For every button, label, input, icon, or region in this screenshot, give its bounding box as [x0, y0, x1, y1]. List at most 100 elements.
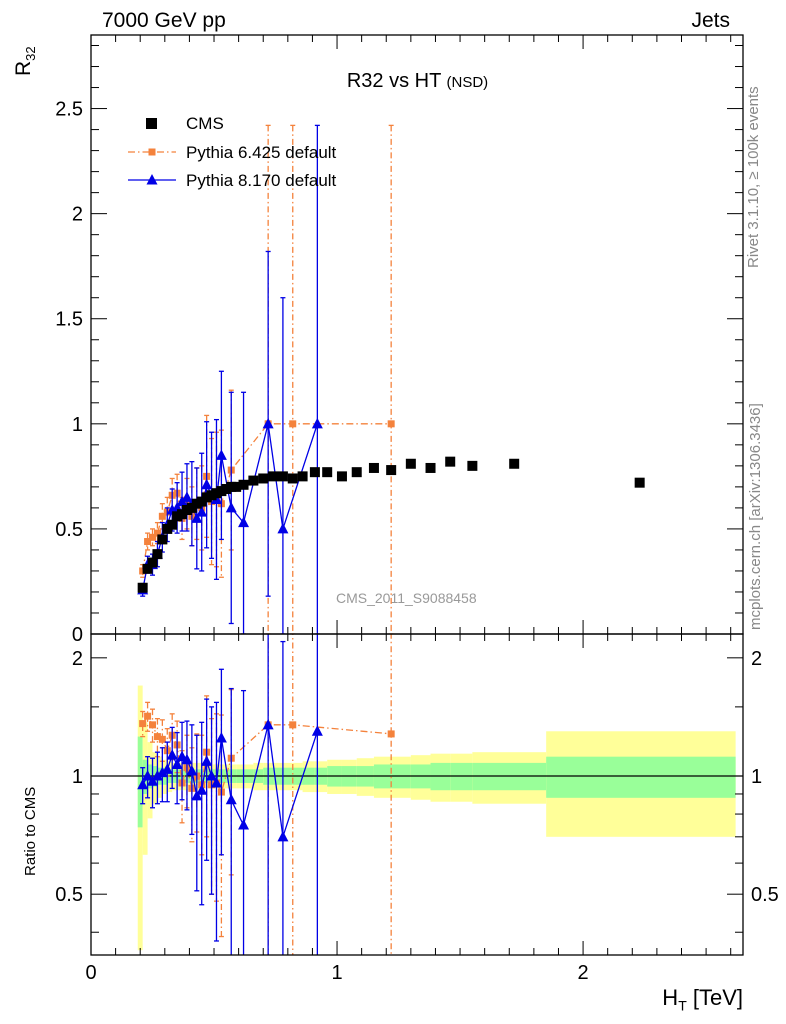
legend	[128, 118, 176, 185]
ratio-pythia8-point	[262, 718, 274, 730]
legend-pythia6-label: Pythia 6.425 default	[186, 143, 337, 162]
pythia6-line	[142, 423, 392, 572]
plot-title-suffix: (NSD)	[446, 74, 489, 91]
cms-point	[277, 471, 288, 482]
ratio-pythia8-point	[191, 789, 203, 801]
pythia6-point	[387, 420, 395, 428]
cms-point	[258, 473, 269, 484]
ratio-pythia8-point	[210, 776, 222, 788]
ratio-y-tick-label: 1	[72, 766, 83, 788]
y-tick-label: 2	[72, 204, 83, 226]
legend-cms-label: CMS	[186, 114, 224, 133]
ratio-pythia8-point	[277, 830, 289, 842]
legend-pythia6-marker	[148, 148, 156, 156]
cms-point	[231, 481, 242, 492]
cms-point	[351, 467, 362, 478]
cms-point	[467, 460, 478, 471]
plot-title-main: R32 vs HT	[346, 70, 441, 92]
pythia8-point	[191, 512, 203, 523]
x-axis-label-main: H	[662, 985, 679, 1010]
cms-point	[445, 456, 456, 467]
ratio-pythia6-point	[387, 730, 395, 738]
ratio-y-tick-label: 0.5	[55, 884, 83, 906]
band-stat	[546, 756, 736, 798]
plot-title: R32 vs HT (NSD)	[0, 70, 786, 93]
ratio-bands	[137, 685, 736, 951]
pythia8-point	[201, 478, 213, 490]
ratio-y-tick-label: 2	[72, 648, 83, 670]
header-left: 7000 GeV pp	[102, 9, 226, 32]
ratio-pythia6-point	[153, 733, 161, 741]
band-stat	[137, 736, 143, 828]
ratio-pythia6-point	[149, 721, 157, 729]
ratio-pythia8-point	[161, 763, 173, 774]
ratio-pythia6-point	[144, 712, 152, 720]
ratio-pythia8-point	[225, 793, 237, 805]
legend-cms-marker	[146, 118, 157, 129]
ratio-y-tick-label-right: 2	[751, 648, 762, 670]
pythia8-point	[196, 506, 208, 517]
ratio-pythia6-point	[289, 721, 297, 729]
pythia8-point	[225, 501, 237, 513]
cms-point	[425, 462, 436, 473]
cms-point	[152, 549, 163, 560]
cms-point	[386, 465, 397, 476]
pythia8-point	[311, 417, 323, 429]
cms-point	[336, 471, 347, 482]
ratio-pythia8-point	[137, 778, 149, 790]
cms-point	[297, 471, 308, 482]
cms-point	[405, 458, 416, 469]
y-tick-label: 2.5	[55, 99, 83, 121]
y-tick-label: 0	[72, 624, 83, 646]
ratio-pythia8-point	[156, 766, 168, 778]
ratio-pythia8-point	[142, 770, 154, 781]
cms-point	[368, 462, 379, 473]
y-tick-label: 1.5	[55, 309, 83, 331]
pythia8-point	[181, 491, 193, 502]
ratio-pythia8-point	[206, 770, 218, 781]
pythia6-point	[153, 529, 161, 537]
cms-point	[287, 473, 298, 484]
x-axis-label: HT [TeV]	[662, 985, 743, 1013]
ratio-y-tick-label-right: 1	[751, 766, 762, 788]
x-axis-label-sub: T	[678, 997, 687, 1014]
header-right: Jets	[691, 9, 730, 32]
pythia6-point	[158, 512, 166, 520]
pythia6-point	[289, 420, 297, 428]
ratio-frame	[90, 633, 744, 956]
ratio-pythia8-point	[201, 755, 213, 766]
ratio-y-tick-label-right: 0.5	[751, 884, 779, 906]
watermark: CMS_2011_S9088458	[336, 590, 477, 606]
legend-pythia8-label: Pythia 8.170 default	[186, 171, 337, 190]
ratio-pythia8-point	[166, 749, 178, 760]
x-axis-label-unit: [TeV]	[686, 985, 743, 1010]
ratio-pythia8-point	[151, 770, 163, 781]
cms-point	[509, 458, 520, 469]
ratio-pythia8-point	[181, 753, 193, 765]
ratio-pythia6-point	[158, 735, 166, 743]
cms-point	[157, 534, 168, 545]
ratio-pythia6-point	[139, 720, 147, 728]
ratio-pythia8-point	[196, 784, 208, 795]
y-tick-label: 0.5	[55, 519, 83, 541]
main-series	[137, 124, 645, 634]
pythia6-point	[149, 533, 157, 541]
pythia6-point	[144, 538, 152, 546]
cms-point	[142, 563, 153, 574]
cms-point	[309, 467, 320, 478]
pythia8-point	[215, 449, 227, 460]
cms-point	[268, 471, 279, 482]
ratio-pythia8-point	[171, 758, 183, 769]
x-tick-label: 1	[331, 962, 342, 984]
x-tick-label: 0	[85, 962, 96, 984]
ratio-series	[137, 634, 395, 955]
cms-point	[147, 557, 158, 568]
ratio-pythia8-point	[215, 731, 227, 743]
cms-point	[137, 582, 148, 593]
legend-pythia8-marker	[146, 174, 158, 185]
ratio-pythia8-point	[238, 819, 250, 830]
pythia8-point	[262, 417, 274, 429]
cms-point	[322, 467, 333, 478]
pythia8-point	[277, 522, 289, 534]
cms-point	[167, 519, 178, 530]
